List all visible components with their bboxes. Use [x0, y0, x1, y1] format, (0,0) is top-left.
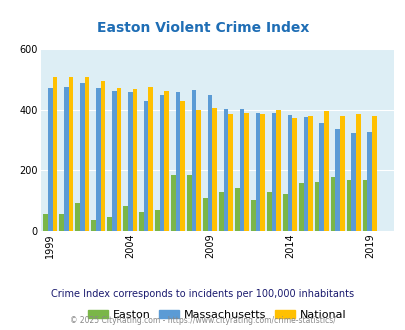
Bar: [266, 192, 271, 231]
Bar: [212, 109, 217, 231]
Bar: [48, 88, 53, 231]
Bar: [223, 109, 228, 231]
Bar: [351, 133, 355, 231]
Bar: [111, 91, 116, 231]
Bar: [171, 175, 175, 231]
Bar: [175, 92, 180, 231]
Bar: [202, 198, 207, 231]
Bar: [298, 183, 303, 231]
Text: © 2025 CityRating.com - https://www.cityrating.com/crime-statistics/: © 2025 CityRating.com - https://www.city…: [70, 316, 335, 325]
Bar: [282, 194, 287, 231]
Bar: [75, 203, 79, 231]
Bar: [139, 212, 143, 231]
Bar: [335, 129, 339, 231]
Text: Easton Violent Crime Index: Easton Violent Crime Index: [96, 21, 309, 35]
Bar: [68, 77, 73, 231]
Bar: [154, 211, 159, 231]
Bar: [91, 220, 96, 231]
Bar: [314, 182, 319, 231]
Bar: [324, 111, 328, 231]
Bar: [96, 88, 100, 231]
Bar: [362, 180, 367, 231]
Bar: [207, 95, 212, 231]
Bar: [128, 92, 132, 231]
Bar: [346, 180, 351, 231]
Bar: [234, 188, 239, 231]
Bar: [371, 116, 376, 231]
Legend: Easton, Massachusetts, National: Easton, Massachusetts, National: [83, 306, 350, 324]
Bar: [116, 88, 121, 231]
Bar: [180, 101, 185, 231]
Bar: [319, 123, 324, 231]
Bar: [355, 114, 360, 231]
Bar: [132, 89, 137, 231]
Bar: [330, 177, 335, 231]
Bar: [244, 113, 249, 231]
Bar: [303, 116, 307, 231]
Bar: [307, 116, 312, 231]
Bar: [143, 101, 148, 231]
Bar: [218, 192, 223, 231]
Bar: [59, 214, 64, 231]
Bar: [107, 217, 111, 231]
Bar: [196, 110, 201, 231]
Bar: [186, 175, 191, 231]
Bar: [287, 115, 292, 231]
Bar: [43, 214, 48, 231]
Bar: [164, 91, 169, 231]
Text: Crime Index corresponds to incidents per 100,000 inhabitants: Crime Index corresponds to incidents per…: [51, 289, 354, 299]
Bar: [260, 114, 264, 231]
Bar: [191, 90, 196, 231]
Bar: [250, 200, 255, 231]
Bar: [148, 87, 153, 231]
Bar: [271, 113, 276, 231]
Bar: [159, 95, 164, 231]
Bar: [292, 118, 296, 231]
Bar: [255, 113, 260, 231]
Bar: [228, 114, 232, 231]
Bar: [367, 132, 371, 231]
Bar: [100, 81, 105, 231]
Bar: [276, 110, 280, 231]
Bar: [123, 206, 128, 231]
Bar: [79, 83, 84, 231]
Bar: [53, 77, 57, 231]
Bar: [64, 87, 68, 231]
Bar: [84, 77, 89, 231]
Bar: [239, 109, 244, 231]
Bar: [339, 116, 344, 231]
